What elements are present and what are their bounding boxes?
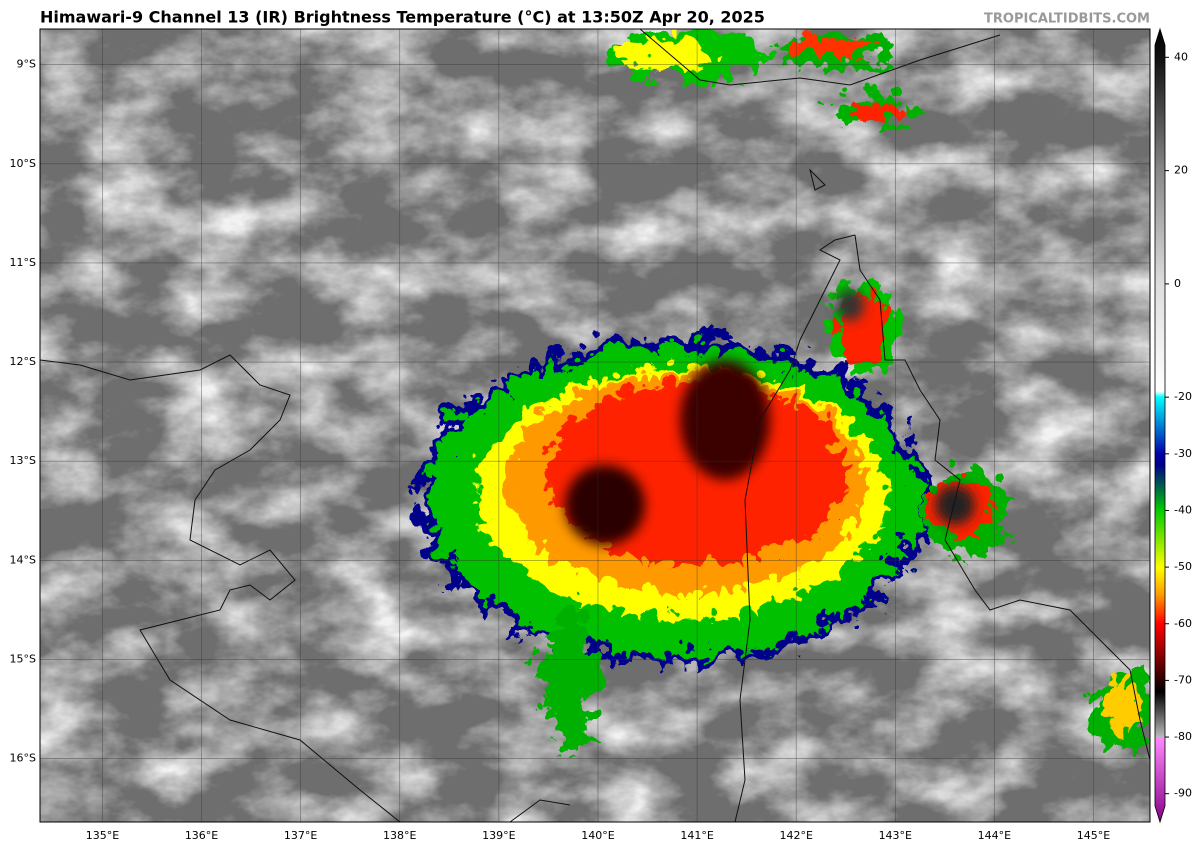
colorbar-label: 20 bbox=[1174, 164, 1188, 177]
colorbar-label: -60 bbox=[1174, 617, 1192, 630]
lat-label: 14°S bbox=[10, 553, 36, 566]
lat-label: 13°S bbox=[10, 454, 36, 467]
lon-label: 136°E bbox=[185, 829, 218, 842]
lat-label: 12°S bbox=[10, 355, 36, 368]
lon-label: 135°E bbox=[86, 829, 119, 842]
colorbar-label: 0 bbox=[1174, 277, 1181, 290]
colorbar-label: -20 bbox=[1174, 390, 1192, 403]
colorbar-label: -70 bbox=[1174, 673, 1192, 686]
lon-label: 142°E bbox=[779, 829, 812, 842]
satellite-image bbox=[40, 29, 1150, 822]
lon-label: 139°E bbox=[482, 829, 515, 842]
lon-label: 141°E bbox=[680, 829, 713, 842]
lat-label: 11°S bbox=[10, 256, 36, 269]
lat-label: 9°S bbox=[17, 58, 36, 71]
title: Himawari-9 Channel 13 (IR) Brightness Te… bbox=[40, 8, 765, 27]
lon-label: 145°E bbox=[1077, 829, 1110, 842]
lon-label: 143°E bbox=[879, 829, 912, 842]
lat-label: 15°S bbox=[10, 652, 36, 665]
lon-label: 140°E bbox=[581, 829, 614, 842]
lat-label: 10°S bbox=[10, 157, 36, 170]
credit: TROPICALTIDBITS.COM bbox=[984, 12, 1150, 27]
map-frame bbox=[39, 28, 1151, 823]
lon-label: 138°E bbox=[383, 829, 416, 842]
lat-label: 16°S bbox=[10, 752, 36, 765]
colorbar-label: 40 bbox=[1174, 50, 1188, 63]
coastline bbox=[40, 29, 1150, 822]
lon-label: 137°E bbox=[284, 829, 317, 842]
colorbar-label: -80 bbox=[1174, 730, 1192, 743]
colorbar-label: -50 bbox=[1174, 560, 1192, 573]
colorbar-label: -40 bbox=[1174, 503, 1192, 516]
colorbar bbox=[1154, 27, 1166, 824]
colorbar-label: -30 bbox=[1174, 447, 1192, 460]
lon-label: 144°E bbox=[978, 829, 1011, 842]
colorbar-label: -90 bbox=[1174, 787, 1192, 800]
